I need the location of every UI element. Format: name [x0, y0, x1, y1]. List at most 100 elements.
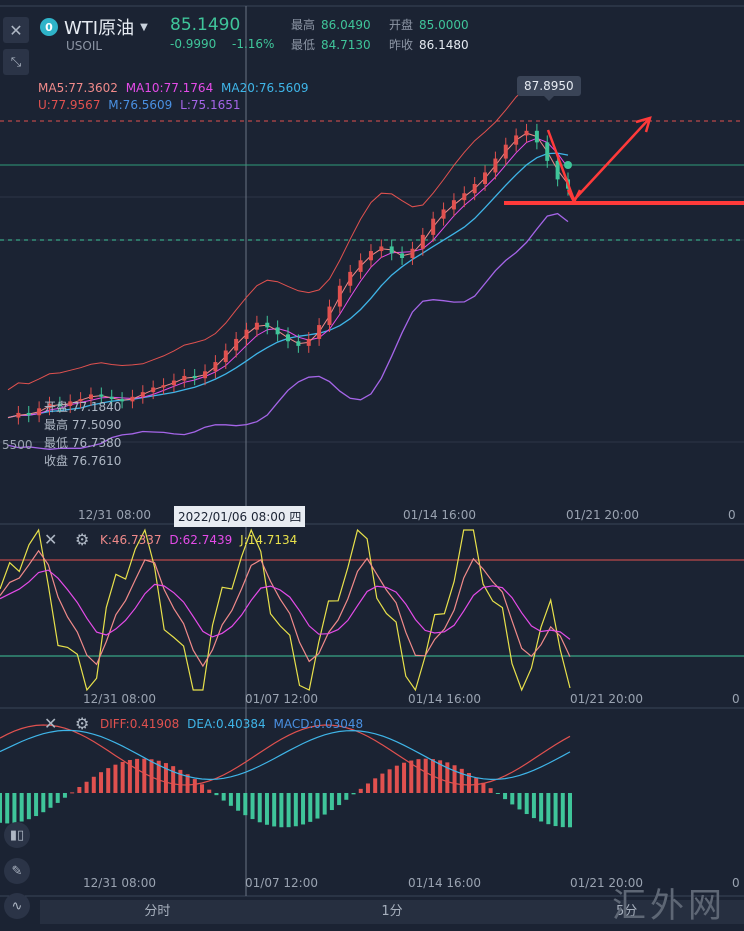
tab-timeshare[interactable]: 分时 [144, 904, 171, 919]
close-icon[interactable]: ✕ [44, 530, 58, 549]
macd-histogram-bar [62, 793, 67, 798]
candle-body [493, 158, 498, 173]
macd-histogram-bar [315, 793, 320, 819]
candle-body [317, 325, 322, 339]
candle-body [389, 246, 394, 254]
expand-icon[interactable]: ⤡ [3, 49, 29, 75]
price-axis-label: 5500 [2, 438, 33, 452]
last-price-dot [564, 161, 572, 169]
candle-body [483, 172, 488, 184]
macd-histogram-bar [149, 759, 154, 793]
draw-pen-icon[interactable]: ✎ [4, 858, 30, 884]
macd-histogram-bar [474, 777, 479, 793]
chevron-down-icon[interactable]: ▼ [140, 21, 148, 33]
candle-body [37, 408, 42, 416]
macd-histogram-bar [560, 793, 565, 828]
indicator-icon[interactable]: ∿ [4, 893, 30, 919]
macd-histogram-bar [553, 793, 558, 827]
macd-histogram-bar [452, 765, 457, 793]
macd-histogram-bar [503, 793, 508, 800]
macd-histogram-bar [301, 793, 306, 825]
candle-body [306, 338, 311, 346]
macd-histogram-bar [106, 768, 111, 793]
macd-histogram-bar [221, 793, 226, 801]
candle-body [441, 209, 446, 219]
candle-body [78, 399, 83, 402]
macd-histogram-bar [156, 760, 161, 793]
macd-histogram-bar [344, 793, 349, 800]
settings-icon[interactable]: ⚙ [75, 714, 90, 733]
high-stat: 最高 86.0490 [291, 18, 371, 32]
kdj-d-line [0, 569, 571, 640]
macd-histogram-bar [257, 793, 262, 823]
candle-body [431, 218, 436, 235]
low-stat: 最低 84.7130 [291, 38, 371, 52]
tooltip-pointer [544, 96, 554, 101]
macd-histogram-bar [546, 793, 551, 825]
watermark-logo: 汇外网 [612, 886, 726, 926]
macd-histogram-bar [214, 793, 219, 796]
x-tick: 01/21 20:00 [570, 692, 643, 706]
macd-histogram-bar [0, 793, 2, 823]
macd-histogram-bar [293, 793, 298, 827]
last-price: 85.1490 [170, 15, 241, 35]
candle-body [192, 375, 197, 379]
close-icon[interactable]: ✕ [3, 17, 29, 43]
candle-body [213, 362, 218, 372]
macd-histogram-bar [459, 768, 464, 793]
macd-histogram-bar [236, 793, 241, 811]
macd-histogram-bar [279, 793, 284, 828]
candle-body [451, 200, 456, 210]
candle-body [337, 285, 342, 307]
macd-histogram-bar [120, 761, 125, 793]
macd-histogram-bar [380, 773, 385, 793]
macd-histogram-bar [409, 760, 414, 793]
candle-body [348, 271, 353, 286]
candle-body [524, 130, 529, 136]
candle-body [296, 341, 301, 346]
macd-indicator-chart [0, 724, 572, 828]
candle-body [223, 350, 228, 363]
macd-histogram-bar [70, 792, 75, 794]
macd-histogram-bar [416, 759, 421, 793]
macd-histogram-bar [127, 759, 132, 793]
candle-body [265, 322, 270, 328]
x-tick: 01/14 16:00 [403, 508, 476, 522]
tab-1min[interactable]: 1分 [381, 904, 403, 919]
macd-histogram-bar [19, 793, 24, 822]
tab-5min[interactable]: 5分 [616, 904, 638, 919]
macd-histogram-bar [387, 769, 392, 793]
close-icon[interactable]: ✕ [44, 714, 58, 733]
macd-histogram-bar [163, 763, 168, 793]
candle-style-icon[interactable]: ▮▯ [4, 822, 30, 848]
candle-body [327, 306, 332, 326]
macd-histogram-bar [488, 788, 493, 793]
x-tick: 0 [732, 876, 740, 890]
macd-histogram-bar [200, 784, 205, 793]
candle-body [244, 329, 249, 339]
candle-body [503, 144, 508, 159]
macd-histogram-bar [466, 773, 471, 793]
candle-body [534, 130, 539, 143]
candle-body [47, 403, 52, 409]
prev-close-stat: 昨收 86.1480 [389, 38, 469, 52]
candle-body [161, 385, 166, 388]
macd-dea-line [0, 729, 571, 781]
settings-icon[interactable]: ⚙ [75, 530, 90, 549]
candle-body [234, 338, 239, 351]
candle-body [275, 327, 280, 335]
x-tick: 01/07 12:00 [245, 876, 318, 890]
candle-body [16, 412, 21, 418]
macd-histogram-bar [171, 766, 176, 793]
candle-body [99, 394, 104, 397]
macd-histogram-bar [185, 774, 190, 793]
symbol-title[interactable]: 0 WTI原油 ▼ [40, 14, 148, 40]
macd-histogram-bar [394, 765, 399, 793]
forecast-arrow [546, 119, 649, 203]
macd-diff-line [0, 724, 571, 786]
boll-legend: U:77.9567 M:76.5609 L:75.1651 [38, 98, 241, 112]
macd-histogram-bar [445, 762, 450, 793]
candle-body [368, 251, 373, 261]
candle-body [555, 160, 560, 180]
